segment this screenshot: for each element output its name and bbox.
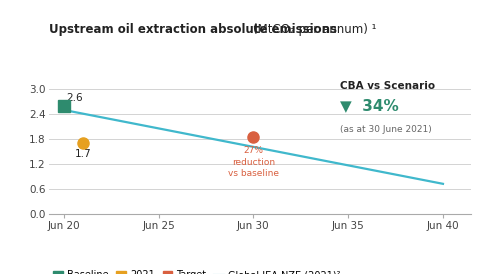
Text: ▼  34%: ▼ 34%: [340, 99, 399, 114]
Text: 2.6: 2.6: [67, 93, 83, 103]
Text: 27%
reduction
vs baseline: 27% reduction vs baseline: [228, 147, 279, 178]
Text: Upstream oil extraction absolute emissions: Upstream oil extraction absolute emissio…: [49, 23, 341, 36]
Legend: Baseline, 2021, Target, Global IEA NZE (2021)²: Baseline, 2021, Target, Global IEA NZE (…: [53, 270, 340, 274]
Text: 1.7: 1.7: [74, 149, 91, 159]
Text: (MtCO₂ per annum) ¹: (MtCO₂ per annum) ¹: [253, 23, 377, 36]
Text: CBA vs Scenario: CBA vs Scenario: [340, 81, 435, 91]
Text: (as at 30 June 2021): (as at 30 June 2021): [340, 125, 432, 134]
